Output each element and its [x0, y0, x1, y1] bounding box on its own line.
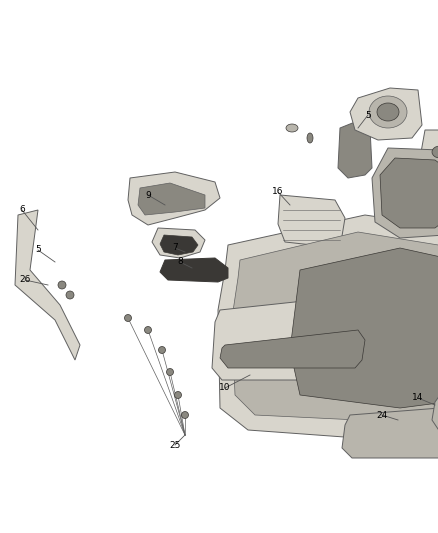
Polygon shape [160, 258, 228, 282]
Polygon shape [342, 408, 438, 458]
Circle shape [124, 314, 131, 321]
Circle shape [174, 392, 181, 399]
Text: 6: 6 [19, 206, 25, 214]
Polygon shape [218, 215, 438, 438]
Text: 24: 24 [376, 410, 388, 419]
Circle shape [166, 368, 173, 376]
Polygon shape [15, 210, 80, 360]
Text: 5: 5 [35, 246, 41, 254]
Polygon shape [372, 148, 438, 238]
Polygon shape [152, 228, 205, 258]
Text: 5: 5 [365, 110, 371, 119]
Polygon shape [290, 248, 438, 408]
Polygon shape [160, 235, 198, 255]
Circle shape [58, 281, 66, 289]
Text: 26: 26 [19, 276, 31, 285]
Polygon shape [212, 295, 370, 380]
Text: 8: 8 [177, 257, 183, 266]
Ellipse shape [432, 146, 438, 158]
Text: 25: 25 [170, 440, 181, 449]
Polygon shape [380, 158, 438, 228]
Text: 14: 14 [412, 393, 424, 402]
Polygon shape [350, 88, 422, 140]
Circle shape [181, 411, 188, 418]
Circle shape [145, 327, 152, 334]
Text: 16: 16 [272, 188, 284, 197]
Polygon shape [232, 232, 438, 420]
Polygon shape [420, 130, 438, 170]
Polygon shape [278, 195, 345, 248]
Polygon shape [220, 330, 365, 368]
Ellipse shape [369, 96, 407, 128]
Polygon shape [128, 172, 220, 225]
Polygon shape [338, 120, 372, 178]
Ellipse shape [286, 124, 298, 132]
Polygon shape [432, 390, 438, 432]
Text: 10: 10 [219, 384, 231, 392]
Ellipse shape [307, 133, 313, 143]
Ellipse shape [377, 103, 399, 121]
Text: 7: 7 [172, 244, 178, 253]
Text: 9: 9 [145, 190, 151, 199]
Polygon shape [138, 183, 205, 215]
Circle shape [159, 346, 166, 353]
Circle shape [66, 291, 74, 299]
